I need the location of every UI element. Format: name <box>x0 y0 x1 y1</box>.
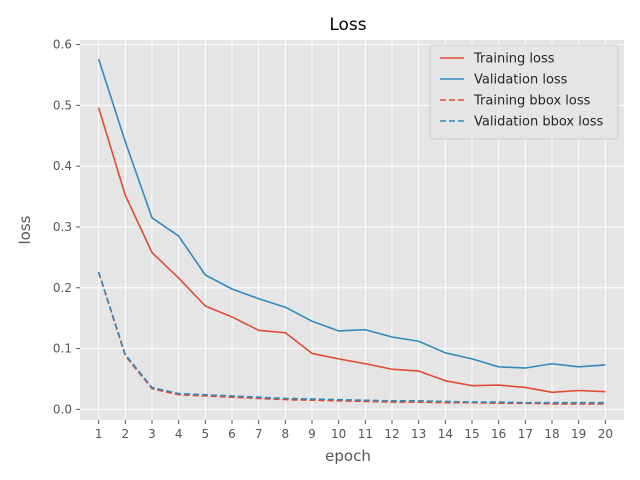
legend-entry: Training loss <box>473 52 555 67</box>
series-line-validation-bbox-loss <box>97 271 606 404</box>
y-tick-label: 0.6 <box>53 38 72 52</box>
x-tick-label: 4 <box>175 427 183 441</box>
x-axis: 1 2 3 4 5 6 7 8 9 10 11 12 13 14 15 16 17 18 19 20 <box>95 420 613 441</box>
y-tick-label: 0.5 <box>53 98 72 112</box>
legend-entry: Validation loss <box>474 73 568 88</box>
x-tick-label: 12 <box>384 427 399 441</box>
y-tick-label: 0.1 <box>53 342 72 356</box>
x-tick-label: 2 <box>122 427 130 441</box>
x-tick-label: 7 <box>255 427 263 441</box>
x-tick-label: 8 <box>282 427 290 441</box>
x-tick-label: 20 <box>598 427 613 441</box>
x-tick-label: 1 <box>95 427 103 441</box>
x-tick-label: 14 <box>438 427 453 441</box>
legend-entry: Validation bbox loss <box>474 115 604 130</box>
x-tick-label: 17 <box>518 427 533 441</box>
y-tick-label: 0.4 <box>53 159 72 173</box>
y-tick-label: 0.0 <box>53 402 72 416</box>
x-tick-label: 11 <box>358 427 373 441</box>
x-tick-label: 19 <box>571 427 586 441</box>
x-tick-label: 5 <box>202 427 210 441</box>
y-tick-label: 0.2 <box>53 281 72 295</box>
y-axis: 0.0 0.1 0.2 0.3 0.4 0.5 0.6 <box>53 38 80 416</box>
x-tick-label: 10 <box>331 427 346 441</box>
legend-entry: Training bbox loss <box>473 94 591 109</box>
series-layer <box>97 58 606 405</box>
x-tick-label: 3 <box>148 427 156 441</box>
x-axis-label: epoch <box>325 447 371 465</box>
series-line-training-loss <box>97 107 606 394</box>
x-tick-label: 18 <box>544 427 559 441</box>
chart-title: Loss <box>329 15 366 35</box>
x-tick-label: 13 <box>411 427 426 441</box>
x-tick-label: 16 <box>491 427 506 441</box>
y-axis-label: loss <box>16 215 34 244</box>
legend-box <box>429 44 619 140</box>
series-line-validation-loss <box>97 58 606 369</box>
x-tick-label: 9 <box>308 427 316 441</box>
x-tick-label: 15 <box>464 427 479 441</box>
x-tick-label: 6 <box>228 427 236 441</box>
legend: Training loss Validation loss Training bbo… <box>429 44 619 140</box>
y-tick-label: 0.3 <box>53 220 72 234</box>
